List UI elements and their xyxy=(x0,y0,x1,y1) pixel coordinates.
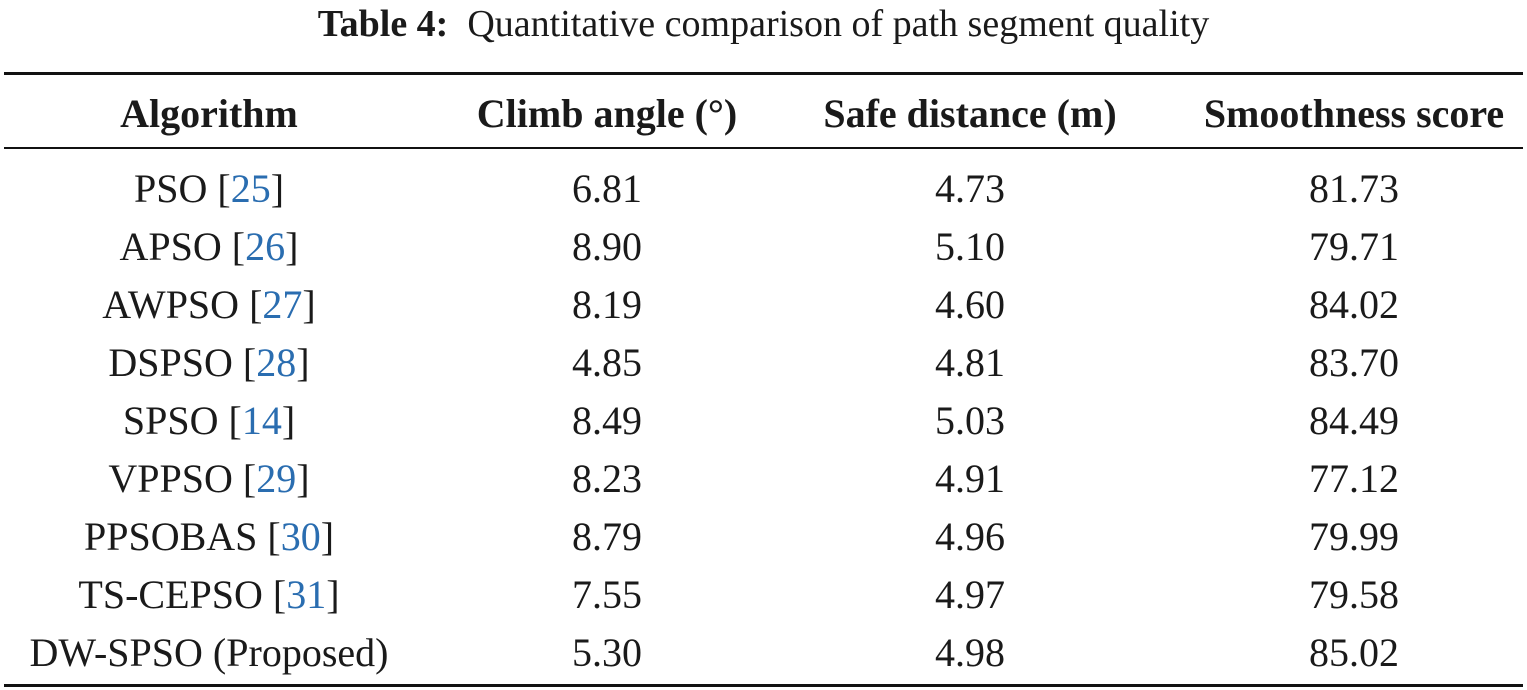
citation-link[interactable]: 30 xyxy=(280,514,321,559)
table-title: Quantitative comparison of path segment … xyxy=(467,3,1210,45)
table-row: PPSOBAS [30] 8.79 4.96 79.99 xyxy=(0,508,1527,566)
table-row: DSPSO [28] 4.85 4.81 83.70 xyxy=(0,334,1527,392)
safe-distance-cell: 4.81 xyxy=(935,340,1005,385)
citation-bracket: [ xyxy=(272,572,287,617)
header-climb-angle: Climb angle (°) xyxy=(476,91,738,136)
algorithm-name: PSO xyxy=(133,166,208,211)
table-row: PSO [25] 6.81 4.73 81.73 xyxy=(0,160,1527,218)
citation-link[interactable]: 31 xyxy=(286,572,327,617)
smoothness-cell: 84.02 xyxy=(1309,282,1399,327)
table-row: AWPSO [27] 8.19 4.60 84.02 xyxy=(0,276,1527,334)
climb-angle-cell: 4.85 xyxy=(572,340,642,385)
safe-distance-cell: 4.98 xyxy=(935,630,1005,675)
table-row: VPPSO [29] 8.23 4.91 77.12 xyxy=(0,450,1527,508)
safe-distance-cell: 4.97 xyxy=(935,572,1005,617)
citation-bracket: [ xyxy=(242,340,257,385)
citation-bracket: ] xyxy=(320,514,335,559)
climb-angle-cell: 8.79 xyxy=(572,514,642,559)
citation-link[interactable]: 28 xyxy=(256,340,297,385)
citation-bracket: [ xyxy=(249,282,263,327)
climb-angle-cell: 8.19 xyxy=(572,282,642,327)
safe-distance-cell: 5.10 xyxy=(935,224,1005,269)
citation-bracket: [ xyxy=(231,224,246,269)
citation-bracket: ] xyxy=(285,224,299,269)
safe-distance-cell: 4.73 xyxy=(935,166,1005,211)
table-number: Table 4: xyxy=(317,3,449,45)
algorithm-name: PPSOBAS xyxy=(83,514,258,559)
citation-bracket: ] xyxy=(326,572,340,617)
algorithm-cell: TS-CEPSO [31] xyxy=(4,566,414,624)
climb-angle-cell: 7.55 xyxy=(572,572,642,617)
smoothness-cell: 79.99 xyxy=(1309,514,1399,559)
algorithm-cell: DSPSO [28] xyxy=(4,334,414,392)
table-row: SPSO [14] 8.49 5.03 84.49 xyxy=(0,392,1527,450)
citation-bracket: ] xyxy=(302,282,316,327)
climb-angle-cell: 8.49 xyxy=(572,398,642,443)
safe-distance-cell: 4.91 xyxy=(935,456,1005,501)
climb-angle-cell: 6.81 xyxy=(572,166,642,211)
climb-angle-cell: 8.23 xyxy=(572,456,642,501)
smoothness-cell: 79.58 xyxy=(1309,572,1399,617)
table-caption: Table 4: Quantitative comparison of path… xyxy=(0,2,1527,46)
citation-bracket: ] xyxy=(296,340,310,385)
algorithm-name: APSO xyxy=(119,224,222,269)
smoothness-cell: 84.49 xyxy=(1309,398,1399,443)
climb-angle-cell: 5.30 xyxy=(572,630,642,675)
header-algorithm: Algorithm xyxy=(120,91,298,136)
algorithm-name: DSPSO xyxy=(108,340,233,385)
algorithm-name: TS-CEPSO xyxy=(78,572,263,617)
table-row: TS-CEPSO [31] 7.55 4.97 79.58 xyxy=(0,566,1527,624)
citation-link[interactable]: 25 xyxy=(230,166,271,211)
citation-bracket: [ xyxy=(217,166,231,211)
citation-bracket: ] xyxy=(296,456,310,501)
table-row: APSO [26] 8.90 5.10 79.71 xyxy=(0,218,1527,276)
algorithm-cell: APSO [26] xyxy=(4,218,414,276)
algorithm-name: AWPSO xyxy=(102,282,240,327)
algorithm-cell: DW-SPSO (Proposed) xyxy=(4,624,414,682)
citation-bracket: ] xyxy=(281,398,296,443)
citation-bracket: ] xyxy=(270,166,285,211)
algorithm-cell: PPSOBAS [30] xyxy=(4,508,414,566)
algorithm-cell: SPSO [14] xyxy=(4,392,414,450)
citation-link[interactable]: 26 xyxy=(245,224,286,269)
algorithm-cell: AWPSO [27] xyxy=(4,276,414,334)
header-smoothness-score: Smoothness score xyxy=(1203,91,1505,136)
smoothness-cell: 79.71 xyxy=(1309,224,1399,269)
table-header-row: Algorithm Climb angle (°) Safe distance … xyxy=(0,88,1527,140)
table-row: DW-SPSO (Proposed) 5.30 4.98 85.02 xyxy=(0,624,1527,682)
smoothness-cell: 77.12 xyxy=(1309,456,1399,501)
citation-bracket: [ xyxy=(267,514,281,559)
safe-distance-cell: 5.03 xyxy=(935,398,1005,443)
citation-bracket: [ xyxy=(242,456,257,501)
smoothness-cell: 83.70 xyxy=(1309,340,1399,385)
header-safe-distance: Safe distance (m) xyxy=(823,91,1117,136)
algorithm-cell: VPPSO [29] xyxy=(4,450,414,508)
header-rule xyxy=(4,147,1523,149)
climb-angle-cell: 8.90 xyxy=(572,224,642,269)
citation-link[interactable]: 27 xyxy=(262,282,303,327)
citation-link[interactable]: 29 xyxy=(256,456,297,501)
bottom-rule xyxy=(4,684,1523,687)
algorithm-name: VPPSO xyxy=(108,456,233,501)
algorithm-name: DW-SPSO (Proposed) xyxy=(29,630,389,675)
algorithm-cell: PSO [25] xyxy=(4,160,414,218)
citation-link[interactable]: 14 xyxy=(241,398,282,443)
smoothness-cell: 85.02 xyxy=(1309,630,1399,675)
citation-bracket: [ xyxy=(228,398,242,443)
safe-distance-cell: 4.60 xyxy=(935,282,1005,327)
smoothness-cell: 81.73 xyxy=(1309,166,1399,211)
algorithm-name: SPSO xyxy=(122,398,219,443)
top-rule xyxy=(4,72,1523,75)
safe-distance-cell: 4.96 xyxy=(935,514,1005,559)
